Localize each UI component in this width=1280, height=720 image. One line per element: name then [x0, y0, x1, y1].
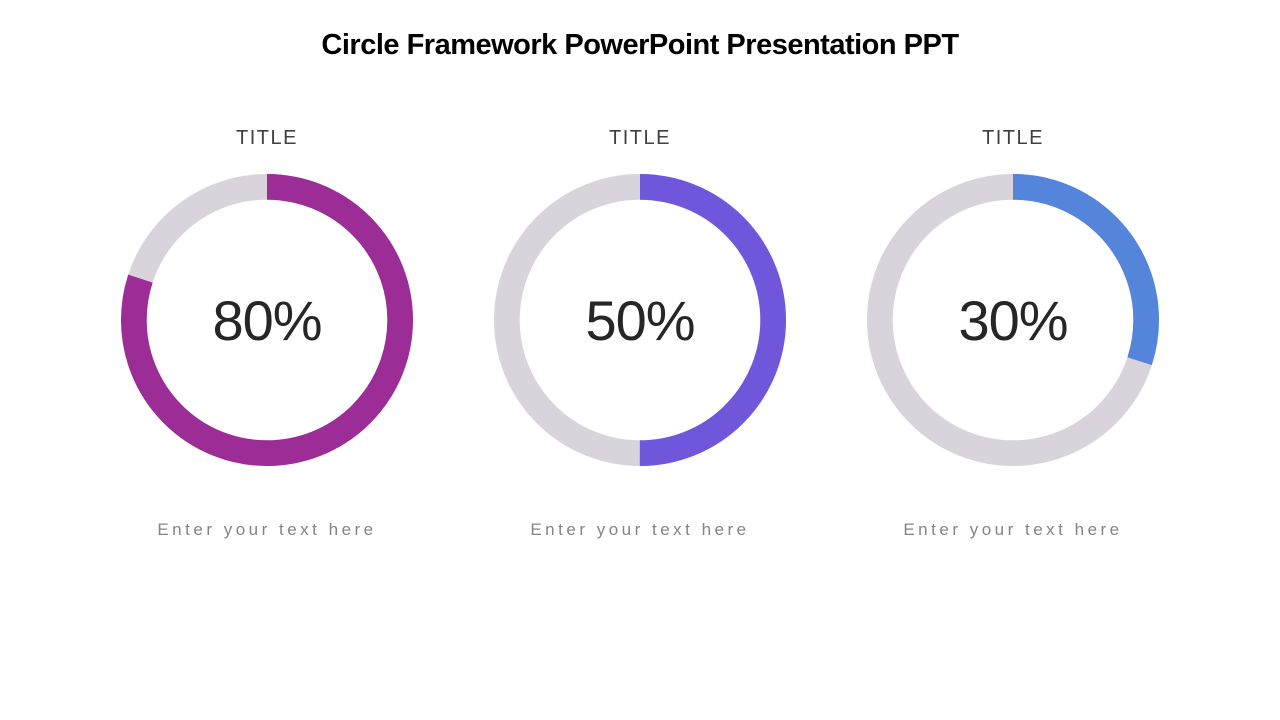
text-placeholder-1[interactable]: Enter your text here — [157, 520, 377, 539]
text-placeholder-2[interactable]: Enter your text here — [530, 520, 750, 539]
slide-title: Circle Framework PowerPoint Presentation… — [321, 29, 959, 61]
donut-ring-50: 50% — [494, 174, 786, 466]
donut-ring-30: 30% — [867, 174, 1159, 466]
donut-card-3: TITLE 30% Enter your text here — [867, 126, 1159, 540]
donut-card-1-title: TITLE — [236, 127, 298, 149]
donut-card-2-title: TITLE — [609, 127, 671, 149]
donut-ring-80: 80% — [121, 174, 413, 466]
donut-card-2: TITLE 50% Enter your text here — [494, 126, 786, 540]
donut-charts-row: TITLE 80% Enter your text here TITLE 50%… — [0, 126, 1280, 540]
text-placeholder-3[interactable]: Enter your text here — [903, 520, 1123, 539]
donut-card-3-title: TITLE — [982, 127, 1044, 149]
donut-card-1: TITLE 80% Enter your text here — [121, 126, 413, 540]
